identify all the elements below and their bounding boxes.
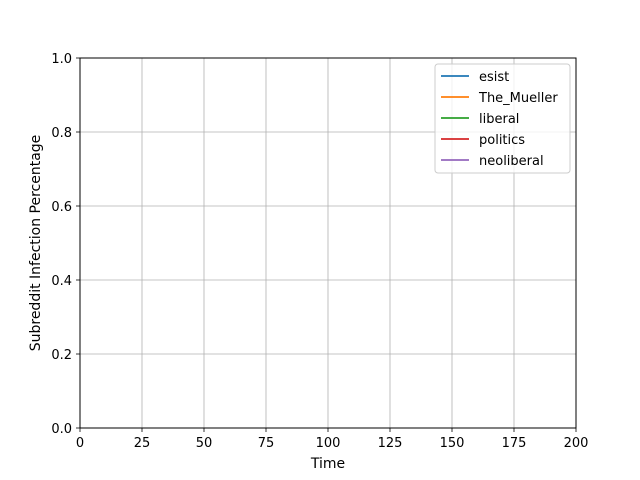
x-tick-label: 150 [440,436,465,451]
x-tick-label: 175 [502,436,527,451]
y-tick-label: 0.4 [51,274,72,289]
y-tick-label: 1.0 [51,52,72,67]
x-tick-label: 50 [196,436,213,451]
y-tick-label: 0.6 [51,200,72,215]
y-tick-label: 0.8 [51,126,72,141]
axis-ticks: 0 25 50 75 100 125 150 175 200 0.0 0.2 0.4 0.6 0.8 1.0 [51,52,588,451]
legend-label: The_Mueller [478,91,558,106]
y-tick-label: 0.2 [51,348,72,363]
x-tick-label: 125 [378,436,403,451]
legend-label: neoliberal [479,154,544,169]
y-axis-label: Subreddit Infection Percentage [28,135,44,352]
legend-label: liberal [479,112,519,127]
legend-label: politics [479,133,525,148]
x-tick-label: 0 [76,436,84,451]
x-tick-label: 25 [134,436,151,451]
x-tick-label: 100 [316,436,341,451]
y-tick-label: 0.0 [51,422,72,437]
x-axis-label: Time [310,456,345,472]
legend-label: esist [479,70,509,85]
x-tick-label: 75 [258,436,275,451]
legend-box [434,63,571,174]
x-tick-label: 200 [564,436,589,451]
